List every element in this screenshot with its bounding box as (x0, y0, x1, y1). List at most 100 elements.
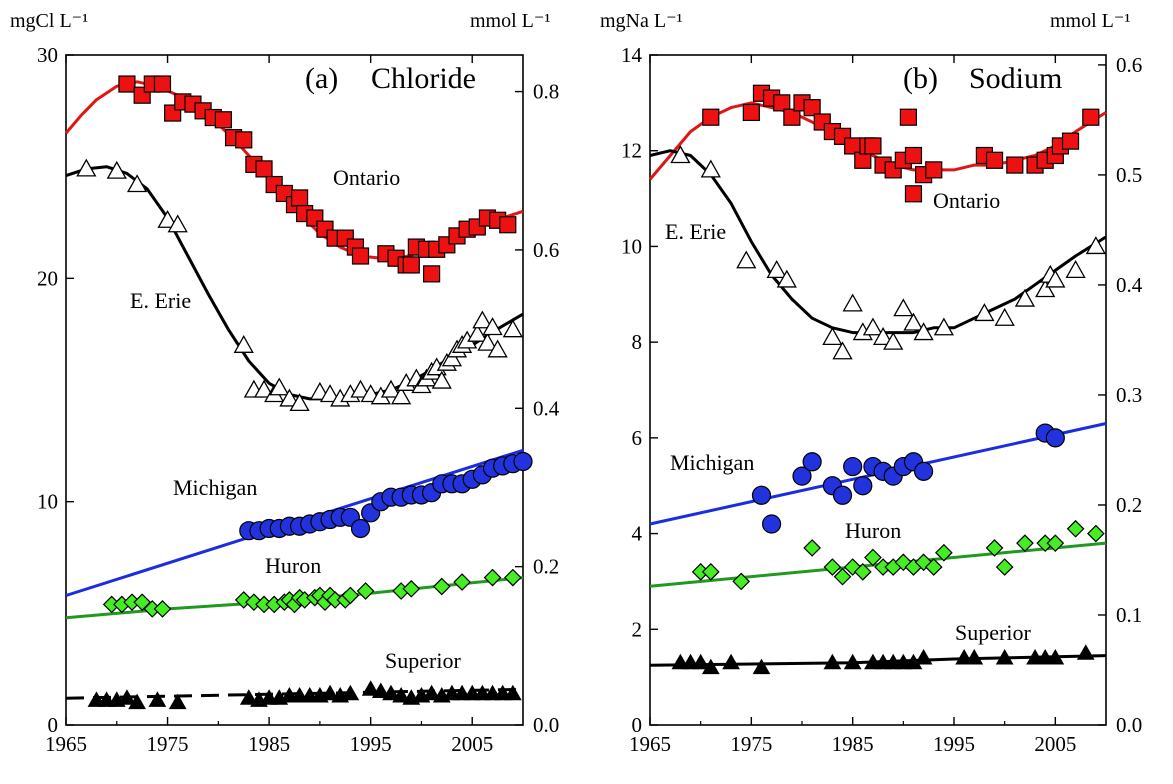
y-tick-label: 8 (632, 330, 643, 354)
data-point (431, 370, 452, 389)
data-point (513, 451, 533, 472)
series-michigan: Michigan (65, 448, 533, 597)
y-right-tick-label: 0.8 (533, 80, 559, 104)
data-point (153, 600, 172, 618)
x-tick-label: 1995 (933, 732, 975, 756)
series-label: Ontario (333, 165, 400, 190)
data-point (289, 393, 310, 412)
data-point (432, 577, 451, 596)
data-point (872, 327, 894, 346)
data-point (773, 94, 791, 112)
data-point (691, 653, 710, 670)
data-point (350, 379, 371, 398)
y-tick-label: 12 (621, 139, 642, 163)
data-point (893, 298, 914, 317)
data-point (994, 307, 1015, 326)
data-point (279, 388, 300, 407)
data-point (1046, 534, 1065, 552)
data-point (670, 145, 691, 164)
data-point (341, 586, 360, 605)
data-point (766, 260, 787, 279)
data-point (167, 214, 188, 233)
plot-frame (65, 54, 524, 726)
data-point (168, 693, 187, 710)
y-tick-label: 10 (37, 490, 58, 514)
x-tick-label: 1965 (45, 732, 87, 756)
data-point (802, 452, 822, 472)
data-point (482, 317, 503, 336)
data-point (239, 689, 258, 705)
data-point (467, 323, 488, 342)
data-point (751, 485, 772, 505)
data-point (722, 653, 740, 670)
data-point (148, 691, 167, 707)
y-right-tick-label: 0.6 (1116, 53, 1142, 77)
y-right-tick-label: 0.0 (533, 713, 559, 737)
x-tick-label: 1995 (350, 732, 392, 756)
data-point (914, 648, 933, 665)
data-point (736, 250, 757, 269)
data-point (842, 293, 863, 312)
data-point (1016, 534, 1034, 552)
series-label: Huron (845, 518, 901, 543)
data-point (1065, 260, 1086, 279)
data-point (832, 341, 853, 360)
series-superior: Superior (65, 646, 524, 710)
data-point (423, 265, 441, 283)
data-point (351, 247, 370, 265)
data-point (924, 558, 943, 576)
data-point (864, 137, 882, 155)
data-point (153, 75, 172, 93)
y-left-unit-label: mgCl L⁻¹ (10, 10, 88, 32)
data-point (925, 161, 943, 179)
series-michigan: Michigan (649, 422, 1107, 534)
y-right-unit-label: mmol L⁻¹ (470, 10, 550, 32)
data-point (118, 689, 136, 705)
x-tick-label: 1975 (730, 732, 772, 756)
data-point (319, 384, 341, 403)
y-right-tick-label: 0.1 (1116, 603, 1142, 627)
data-point (382, 684, 400, 701)
data-point (1085, 236, 1106, 255)
data-point (503, 684, 522, 701)
y-tick-label: 6 (632, 426, 643, 450)
x-tick-label: 1985 (832, 732, 874, 756)
data-point (742, 103, 760, 122)
data-point (441, 348, 463, 367)
data-point (792, 466, 812, 486)
data-point (1046, 648, 1065, 665)
data-point (453, 573, 471, 591)
data-point (321, 684, 339, 701)
y-tick-label: 10 (621, 234, 642, 258)
series-ontario: Ontario (64, 75, 524, 283)
data-point (899, 108, 918, 126)
data-point (290, 189, 309, 207)
data-point (1045, 269, 1066, 288)
data-point (904, 185, 923, 203)
data-point (783, 108, 801, 126)
data-point (1082, 108, 1100, 126)
series-label: Superior (385, 648, 461, 673)
data-point (985, 151, 1004, 169)
data-point (402, 256, 420, 274)
data-point (913, 322, 934, 341)
panel-title: Sodium (969, 62, 1062, 95)
data-point (701, 563, 720, 581)
data-point (157, 209, 178, 228)
y-right-unit-label: mmol L⁻¹ (1050, 10, 1130, 32)
x-tick-label: 2005 (451, 732, 493, 756)
series-huron: Huron (649, 516, 1107, 591)
y-tick-label: 4 (632, 522, 643, 546)
panel-label: (b) (903, 62, 938, 95)
y-right-tick-label: 0.2 (1116, 493, 1142, 517)
data-point (854, 151, 872, 169)
data-point (803, 99, 821, 117)
data-point (844, 137, 862, 155)
data-point (380, 379, 402, 398)
data-point (853, 563, 872, 581)
data-point (995, 648, 1014, 665)
data-point (472, 310, 493, 329)
data-point (903, 312, 924, 331)
data-point (913, 461, 934, 481)
data-point (700, 159, 721, 178)
